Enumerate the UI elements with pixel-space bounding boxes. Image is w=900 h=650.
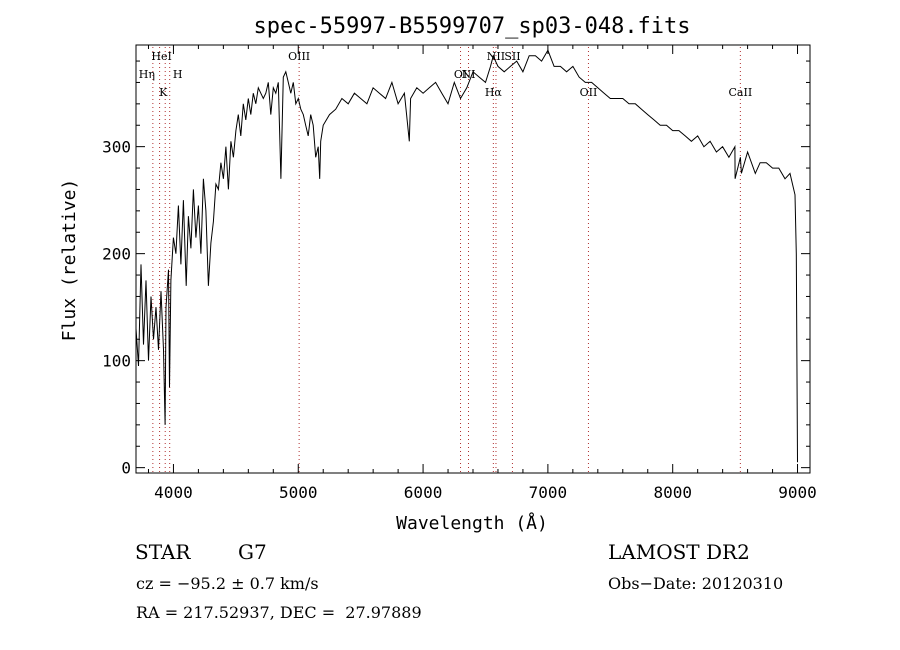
spectral-line-label: NII — [487, 50, 505, 63]
spectral-line-label: OII — [580, 86, 598, 99]
redshift-velocity: cz = −95.2 ± 0.7 km/s — [136, 574, 319, 593]
spectral-line-label: Hη — [139, 68, 155, 81]
spectral-line-markers — [152, 47, 741, 473]
coordinates: RA = 217.52937, DEC = 27.97889 — [136, 603, 422, 622]
observation-date: Obs−Date: 20120310 — [608, 574, 784, 593]
spectral-line-label: OI — [454, 68, 467, 81]
chart-title: spec-55997-B5599707_sp03-048.fits — [253, 14, 690, 39]
spectral-line-label: CaII — [729, 86, 753, 99]
y-tick-label: 100 — [102, 352, 131, 371]
axis-ticks: 4000 5000 6000 7000 8000 9000 0 100 200 300 — [102, 45, 817, 502]
x-tick-label: 8000 — [653, 483, 692, 502]
spectral-line-label: HeI — [151, 50, 171, 63]
x-axis-label: Wavelength (Å) — [396, 512, 548, 534]
plot-frame — [135, 44, 811, 474]
y-tick-label: 200 — [102, 245, 131, 264]
y-tick-label: 0 — [121, 459, 131, 478]
spectral-line-label: H — [173, 68, 183, 81]
spectral-line-label: SII — [504, 50, 520, 63]
spectrum-chart: spec-55997-B5599707_sp03-048.fits 4000 50… — [59, 14, 817, 534]
object-class: STAR — [135, 540, 191, 564]
x-tick-label: 4000 — [154, 483, 193, 502]
y-axis-label: Flux (relative) — [59, 179, 80, 342]
spectral-line-label: NI — [462, 68, 476, 81]
x-tick-label: 7000 — [529, 483, 568, 502]
spectral-line-label: K — [159, 86, 168, 99]
spectrum-line — [135, 49, 798, 463]
spectral-line-label: Hα — [485, 86, 503, 99]
survey-name: LAMOST DR2 — [608, 540, 750, 564]
y-tick-label: 300 — [102, 138, 131, 157]
x-tick-label: 9000 — [778, 483, 817, 502]
object-subclass: G7 — [238, 540, 267, 564]
spectral-line-label: OIII — [288, 50, 310, 63]
x-tick-label: 6000 — [404, 483, 443, 502]
x-tick-label: 5000 — [279, 483, 318, 502]
